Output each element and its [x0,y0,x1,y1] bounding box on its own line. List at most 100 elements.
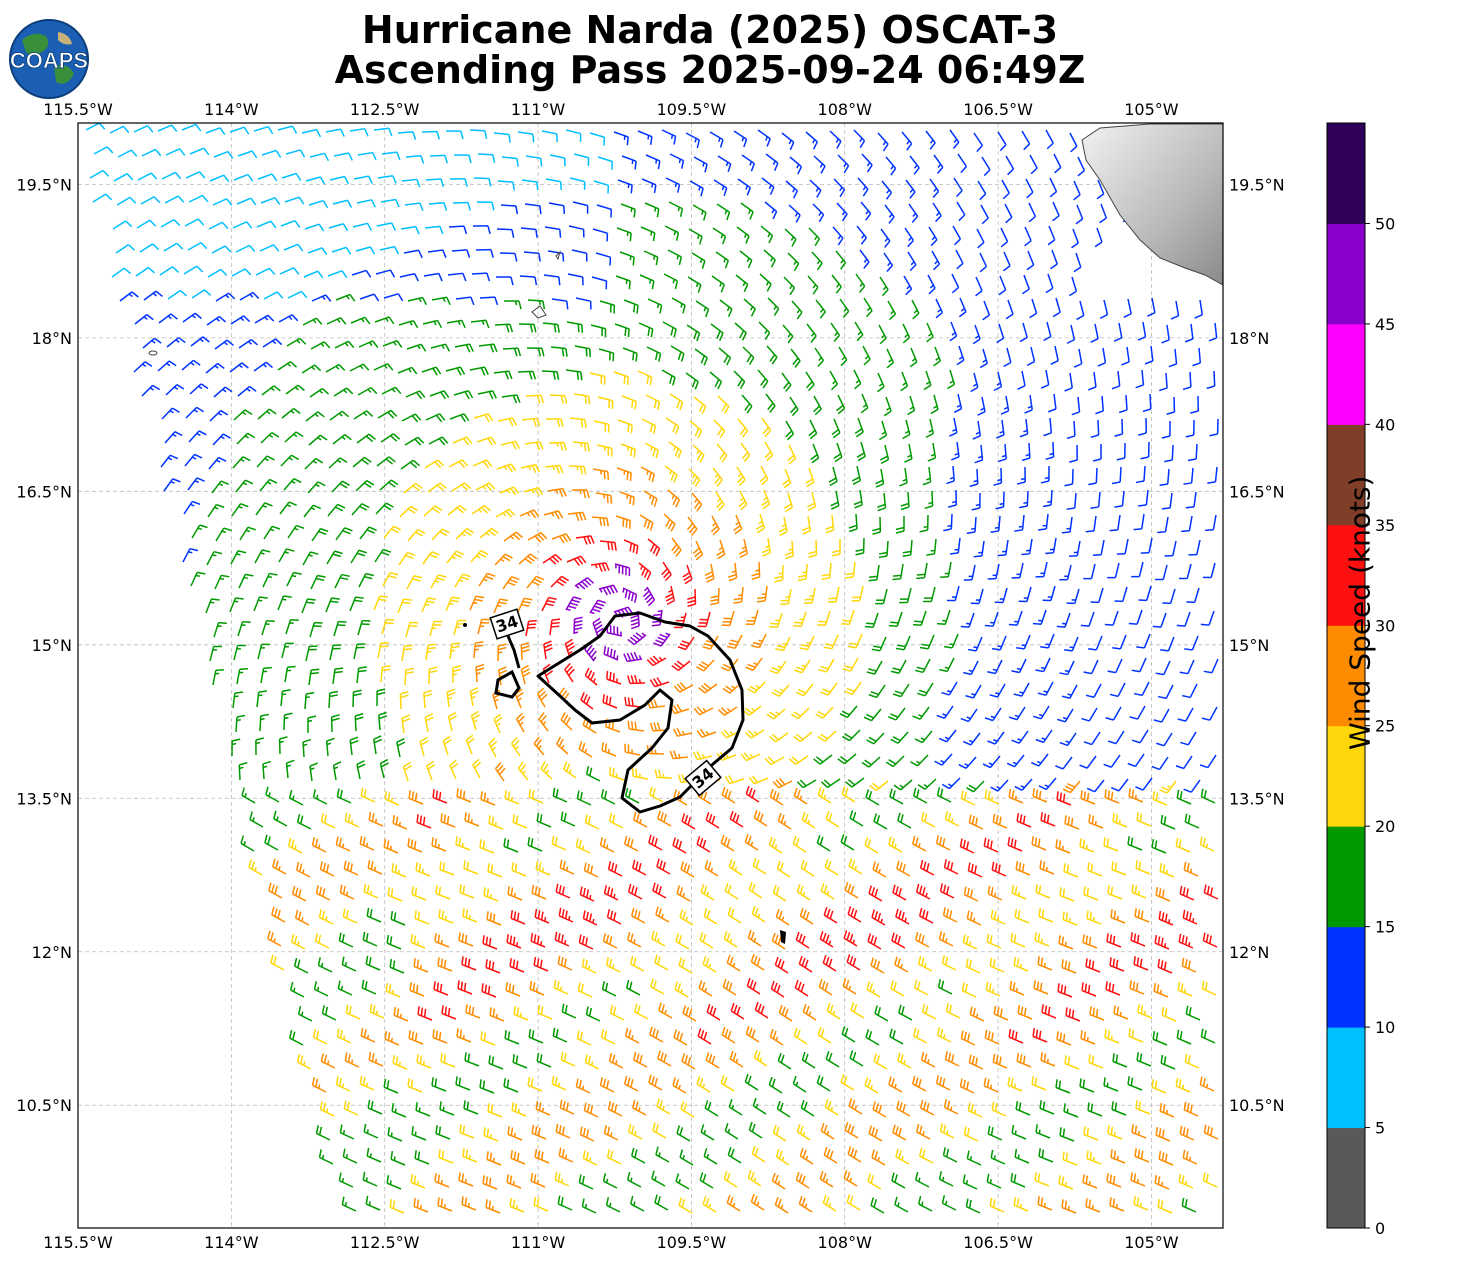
wind-barb [1016,1052,1032,1068]
wind-barb [671,297,686,314]
wind-barb [736,226,750,244]
wind-barb [548,441,567,451]
lon-label: 111°W [511,1233,566,1252]
wind-barb [267,930,282,947]
wind-barb [1094,227,1103,248]
wind-barb [578,741,593,758]
wind-barb [945,1003,961,1019]
wind-barb [574,345,591,358]
wind-barb [685,372,699,390]
wind-barb [919,634,935,650]
wind-barb [967,636,983,652]
wind-barb [622,347,638,362]
wind-barb [535,1100,551,1116]
wind-barb [631,1147,646,1164]
wind-barb [1038,777,1057,791]
wind-barb [905,179,916,199]
wind-barb [1019,322,1028,343]
wind-barb [727,1146,742,1164]
wind-barb [667,249,683,266]
wind-barb [879,444,890,465]
wind-barb [575,535,595,545]
wind-barb [399,505,419,518]
wind-barb [791,300,803,320]
wind-barb [285,618,299,635]
wind-barb [1182,371,1192,391]
wind-barb [979,252,988,273]
wind-barb [1114,418,1124,437]
wind-barb [550,346,568,357]
wind-barb [1156,732,1173,747]
wind-barb [772,777,793,789]
wind-barb [687,276,702,293]
wind-barb [840,834,855,851]
wind-barb [1064,815,1080,830]
wind-barb [960,708,978,723]
wind-barb [503,300,522,310]
wind-barb [190,571,206,587]
wind-barb [352,456,372,468]
wind-barb [1079,1078,1095,1093]
wind-barb [986,1173,1002,1189]
wind-barb [820,1122,835,1140]
wind-barb [296,1053,312,1070]
wind-barb [163,242,184,252]
wind-barb [585,1006,601,1022]
wind-barb [545,178,562,191]
lon-label: 108°W [818,1233,873,1252]
wind-barb [614,323,630,338]
wind-barb [496,463,517,473]
wind-barb [842,657,859,672]
wind-barb [301,598,316,614]
wind-barb [758,321,771,341]
wind-barb [767,297,780,317]
wind-barb [1016,466,1026,485]
wind-barb [1079,755,1097,769]
wind-barb [815,706,834,719]
wind-barb [808,227,821,247]
wind-barb [349,127,369,137]
wind-barb [959,838,975,854]
wind-barb [470,319,490,329]
wind-barb [337,980,353,996]
wind-barb [947,585,960,602]
wind-barb [238,573,254,589]
wind-barb [1203,1124,1219,1140]
lat-label: 10.5°N [1229,1096,1285,1115]
wind-barb [1123,298,1132,318]
wind-barb [483,1127,499,1142]
wind-barb [824,1098,839,1116]
wind-barb [515,712,525,733]
wind-barb [452,436,473,446]
wind-barb [1009,980,1025,996]
wind-barb [488,737,498,758]
wind-barb [704,1100,719,1117]
wind-barb [977,396,986,416]
wind-barb [517,370,537,380]
wind-barb [232,691,244,709]
wind-barb [493,370,513,380]
wind-barb [1059,660,1075,676]
wind-barb [948,489,958,508]
wind-barb [262,572,278,588]
wind-barb [1095,395,1104,415]
wind-barb [1105,981,1121,996]
wind-barb [1159,1102,1175,1118]
wind-barb [695,300,710,318]
wind-barb [325,597,340,613]
wind-barb [584,814,600,830]
wind-barb [946,465,955,485]
wind-barb [788,204,801,223]
wind-barb [1199,1076,1215,1092]
wind-barb [339,884,355,900]
wind-barb [559,859,575,875]
wind-barb [240,835,255,852]
wind-barb [949,321,958,342]
wind-barb [854,321,864,342]
wind-barb [878,420,888,441]
wind-barb [673,682,694,693]
wind-barb [633,811,648,828]
wind-barb [991,635,1007,651]
wind-barb [989,683,1006,698]
wind-barb [768,836,783,854]
